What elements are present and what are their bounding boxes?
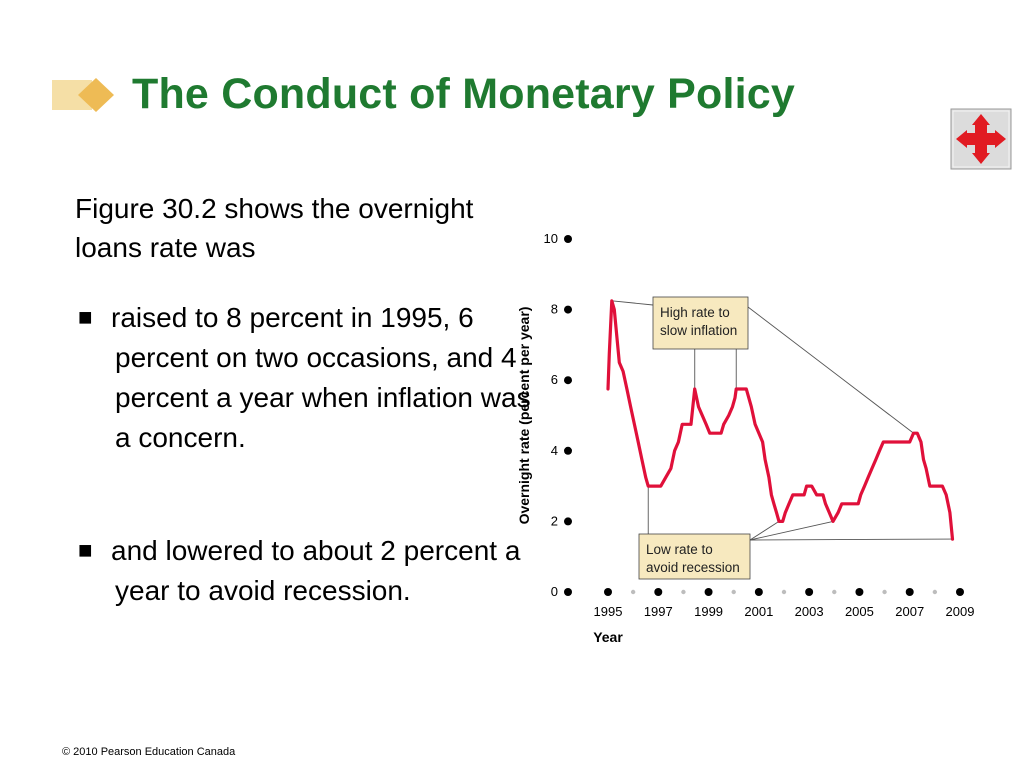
annotation-text: High rate to	[660, 305, 730, 320]
x-tick-label: 1997	[644, 604, 673, 619]
annotation-text: slow inflation	[660, 323, 737, 338]
y-tick-label: 10	[544, 231, 558, 246]
decor-diamond	[78, 78, 114, 112]
x-axis-label: Year	[593, 629, 623, 645]
bullet-text: raised to 8 percent in 1995, 6 percent o…	[111, 302, 531, 453]
bullet-mark: ■	[78, 304, 93, 331]
x-minor-dot	[681, 589, 686, 595]
x-tick-dot	[956, 588, 964, 596]
slide-title: The Conduct of Monetary Policy	[132, 70, 795, 118]
x-tick-dot	[704, 588, 713, 596]
x-tick-label: 1995	[594, 604, 623, 619]
x-minor-dot	[781, 589, 787, 595]
x-minor-dot	[932, 589, 938, 595]
x-tick-label: 2003	[795, 604, 824, 619]
y-tick-label: 6	[551, 372, 558, 387]
y-tick-dot	[564, 305, 572, 314]
annotation-box-bg	[638, 533, 751, 580]
annotation-leader-line	[749, 538, 953, 541]
overnight-rate-chart: 0 2 4 6 8 10 Overnight rate (percent per year)…	[516, 231, 975, 645]
annotation-text: avoid recession	[646, 560, 740, 575]
y-tick-label: 4	[551, 443, 558, 458]
x-tick-dot	[805, 588, 814, 596]
x-minor-dot	[630, 589, 636, 595]
x-minor-dot	[731, 589, 736, 595]
y-tick-label: 8	[551, 302, 558, 317]
x-tick-dot	[654, 588, 663, 596]
x-minor-dot	[882, 589, 887, 595]
x-tick-dot	[754, 588, 763, 596]
y-tick-dot	[564, 376, 572, 385]
x-tick-label: 2001	[744, 604, 773, 619]
annotation-leader-line	[611, 300, 654, 306]
annotation-box: Low rate to avoid recession	[638, 533, 751, 580]
y-tick-dot	[564, 517, 572, 526]
annotation-box-bg	[652, 296, 749, 350]
y-tick-label: 2	[551, 513, 558, 528]
x-minor-dot	[832, 589, 837, 595]
y-tick-label: 0	[551, 584, 558, 599]
four-way-arrow-icon[interactable]	[950, 108, 1012, 170]
overnight-rate-series-line	[606, 299, 955, 541]
annotation-leader-line	[747, 306, 914, 434]
y-axis-label: Overnight rate (percent per year)	[516, 307, 532, 525]
y-tick-dot	[564, 235, 572, 243]
annotation-text: Low rate to	[646, 542, 713, 557]
x-tick-label: 2009	[946, 604, 975, 619]
x-tick-label: 2005	[845, 604, 874, 619]
diamond-arrow-icon	[52, 78, 114, 112]
x-tick-label: 2007	[895, 604, 924, 619]
copyright-footer: © 2010 Pearson Education Canada	[62, 746, 236, 758]
x-tick-dot	[905, 588, 914, 596]
annotation-leader-line	[749, 521, 780, 541]
bullet-item: ■ raised to 8 percent in 1995, 6 percent …	[78, 298, 540, 458]
x-tick-dot	[604, 588, 612, 596]
annotation-leader-line	[749, 520, 834, 541]
annotation-box: High rate to slow inflation	[652, 296, 749, 350]
y-tick-dot	[564, 588, 572, 596]
y-tick-dot	[564, 446, 572, 455]
intro-text: Figure 30.2 shows the overnight loans ra…	[75, 193, 474, 263]
bullet-item: ■ and lowered to about 2 percent a year t…	[78, 531, 540, 611]
x-tick-dot	[855, 588, 864, 596]
bullet-text: and lowered to about 2 percent a year to…	[111, 535, 521, 606]
bullet-mark: ■	[78, 537, 93, 564]
x-tick-label: 1999	[694, 604, 723, 619]
